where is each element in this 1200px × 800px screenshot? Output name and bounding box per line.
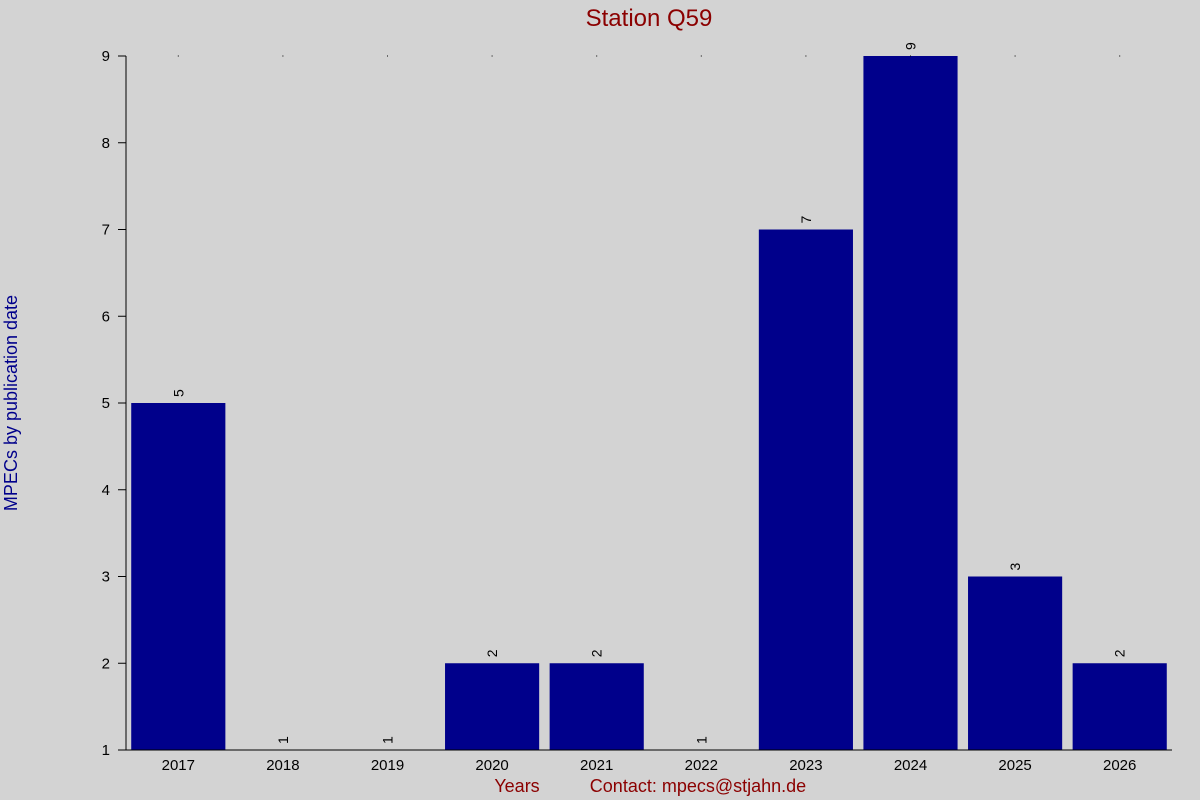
x-tick-label-2025: 2025 bbox=[998, 757, 1031, 774]
y-tick-label-4: 4 bbox=[102, 482, 110, 499]
data-label-2026: 2 bbox=[1112, 649, 1128, 657]
x-axis-label: Years bbox=[494, 776, 539, 796]
y-tick-label-6: 6 bbox=[102, 308, 110, 325]
y-tick-label-5: 5 bbox=[102, 395, 110, 412]
plot-area: 5 2017 1 2018 1 2019 2 2020 2 2021 1 2022 7 2023 9 2024… bbox=[102, 42, 1172, 774]
top-marker-2019 bbox=[387, 55, 388, 57]
x-tick-label-2024: 2024 bbox=[894, 757, 927, 774]
bar-2024 bbox=[863, 56, 958, 750]
y-tick-label-9: 9 bbox=[102, 48, 110, 65]
data-label-2025: 3 bbox=[1007, 563, 1023, 571]
x-tick-label-2017: 2017 bbox=[162, 757, 195, 774]
top-marker-2025 bbox=[1014, 55, 1016, 57]
x-tick-label-2021: 2021 bbox=[580, 757, 613, 774]
data-label-2021: 2 bbox=[589, 649, 605, 657]
y-tick-label-1: 1 bbox=[102, 742, 110, 759]
y-tick-label-8: 8 bbox=[102, 135, 110, 152]
top-marker-2021 bbox=[596, 55, 598, 57]
data-label-2024: 9 bbox=[903, 42, 919, 50]
bar-2025 bbox=[968, 576, 1063, 750]
chart-title: Station Q59 bbox=[586, 5, 713, 32]
top-marker-2022 bbox=[700, 55, 702, 57]
bar-2021 bbox=[549, 663, 644, 750]
data-label-2020: 2 bbox=[484, 649, 500, 657]
y-tick-label-3: 3 bbox=[102, 569, 110, 586]
contact-footer: Contact: mpecs@stjahn.de bbox=[590, 776, 806, 796]
top-marker-2023 bbox=[805, 55, 807, 57]
top-marker-2026 bbox=[1119, 55, 1121, 57]
bar-2026 bbox=[1072, 663, 1167, 750]
x-tick-label-2020: 2020 bbox=[475, 757, 508, 774]
x-tick-label-2023: 2023 bbox=[789, 757, 822, 774]
x-tick-label-2022: 2022 bbox=[685, 757, 718, 774]
top-marker-2018 bbox=[282, 55, 284, 57]
y-axis-label: MPECs by publication date bbox=[1, 295, 21, 511]
data-label-2023: 7 bbox=[798, 216, 814, 224]
data-label-2018: 1 bbox=[275, 736, 291, 744]
top-marker-2024 bbox=[910, 55, 911, 57]
data-label-2022: 1 bbox=[693, 736, 709, 744]
y-tick-label-2: 2 bbox=[102, 655, 110, 672]
x-tick-label-2026: 2026 bbox=[1103, 757, 1136, 774]
x-tick-label-2018: 2018 bbox=[266, 757, 299, 774]
y-tick-label-7: 7 bbox=[102, 222, 110, 239]
bar-2023 bbox=[758, 229, 853, 750]
bar-2020 bbox=[445, 663, 540, 750]
bar-2017 bbox=[131, 403, 226, 750]
data-label-2017: 5 bbox=[170, 389, 186, 397]
x-tick-label-2019: 2019 bbox=[371, 757, 404, 774]
data-label-2019: 1 bbox=[380, 736, 396, 744]
top-marker-2017 bbox=[177, 55, 179, 57]
top-marker-2020 bbox=[491, 55, 493, 57]
